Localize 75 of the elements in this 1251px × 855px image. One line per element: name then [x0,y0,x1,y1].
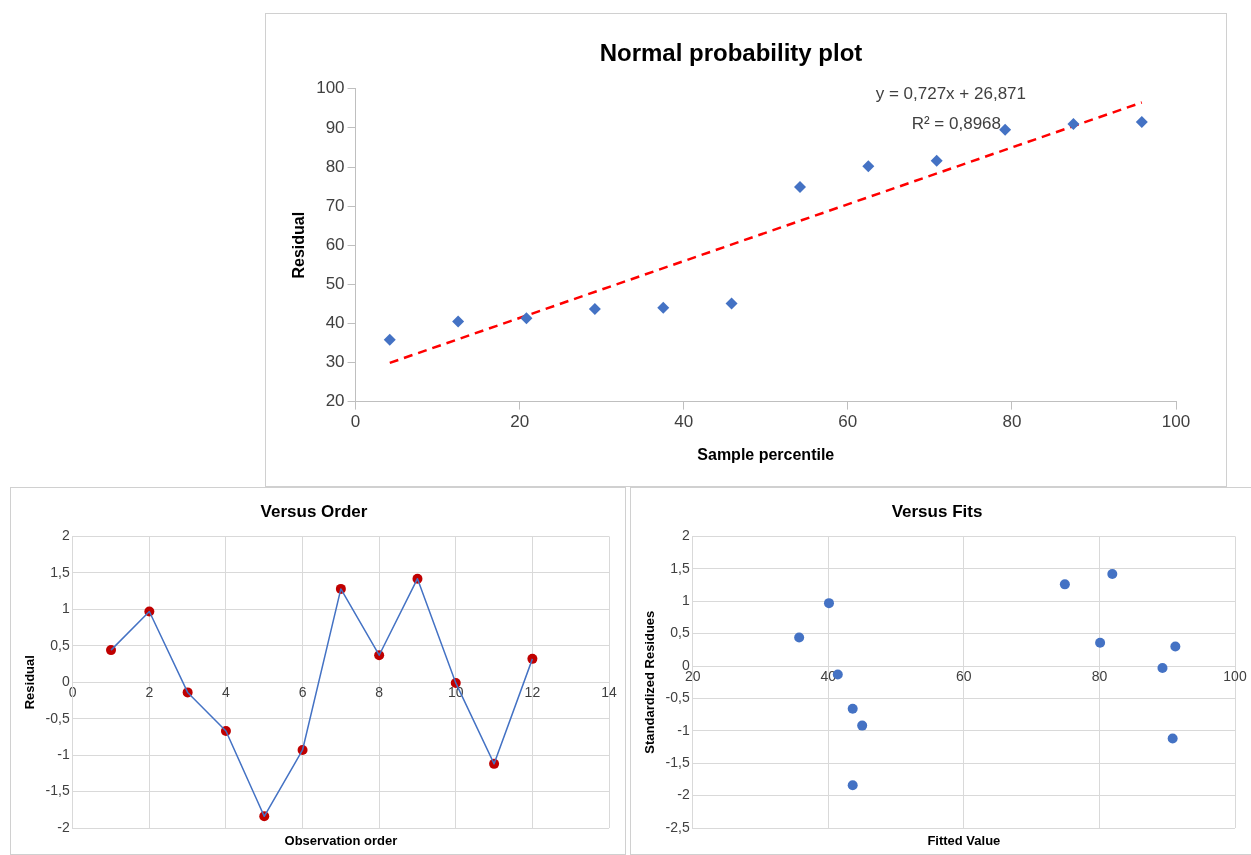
y-tick-label: 0,5 [50,636,70,653]
point [1107,568,1118,579]
x-tick-label: 100 [1161,412,1191,432]
point [999,123,1012,136]
point [847,703,858,714]
point [1059,579,1070,590]
point [793,180,806,193]
x-tick-label: 14 [601,684,617,701]
point [794,632,805,643]
y-tick-label: 70 [325,195,345,215]
y-tick-label: 1,5 [50,563,70,580]
y-tick-label: 40 [325,313,345,333]
point [930,154,943,167]
x-tick-label: 8 [375,684,384,701]
x-tick-label: 100 [1223,668,1247,685]
x-axis-title: Sample percentile [697,446,835,464]
point [106,645,117,656]
y-tick-label: 80 [325,156,345,176]
y-tick-label: 1 [681,592,690,609]
point [847,780,858,791]
y-tick-label: -2 [57,818,70,835]
y-tick-label: 0,5 [670,624,690,641]
y-tick-label: -1,5 [45,782,70,799]
x-tick-label: 2 [145,684,154,701]
y-tick-label: -0,5 [665,689,690,706]
y-tick-label: 20 [325,391,345,411]
x-tick-label: 4 [222,684,231,701]
chart-title: Versus Order [260,501,368,521]
y-tick-label: 60 [325,234,345,254]
x-tick-label: 12 [524,684,541,701]
y-tick-label: -1,5 [665,754,690,771]
x-tick-label: 60 [956,668,972,685]
annotation: y = 0,727x + 26,871 [875,83,1026,103]
point [1167,733,1178,744]
y-tick-label: 100 [316,78,345,98]
x-tick-label: 20 [510,412,530,432]
y-tick-label: 1,5 [670,559,690,576]
y-axis-title: Residual [22,655,38,710]
x-tick-label: 6 [298,684,307,701]
x-axis-title: Fitted Value [927,833,1001,849]
point [657,301,670,314]
point [383,333,396,346]
y-tick-label: 50 [325,273,345,293]
x-tick-label: 60 [838,412,858,432]
point [1135,116,1148,129]
point [1157,662,1168,673]
point [823,598,834,609]
y-axis-title: Residual [290,211,308,279]
point [1170,641,1181,652]
point [725,297,738,310]
annotation: R² = 0,8968 [911,113,1001,133]
chart-title: Normal probability plot [599,39,863,67]
x-axis-title: Observation order [284,833,398,849]
x-tick-label: 0 [350,412,361,432]
y-tick-label: 90 [325,117,345,137]
y-tick-label: 1 [61,600,70,617]
point [857,720,868,731]
x-tick-label: 80 [1002,412,1022,432]
point [1067,117,1080,130]
y-tick-label: -2,5 [665,818,690,835]
y-tick-label: 2 [681,527,690,544]
y-tick-label: -0,5 [45,709,70,726]
chart-title: Versus Fits [891,501,983,521]
point [588,302,601,315]
point [452,315,465,328]
y-tick-label: 30 [325,352,345,372]
y-tick-label: 2 [61,527,70,544]
y-tick-label: -2 [677,786,690,803]
x-tick-label: 80 [1091,668,1108,685]
y-tick-label: -1 [677,721,690,738]
y-axis-title: Standardized Residues [642,610,658,754]
point [520,312,533,325]
y-tick-label: -1 [57,745,70,762]
point [1095,637,1106,648]
point [862,160,875,173]
